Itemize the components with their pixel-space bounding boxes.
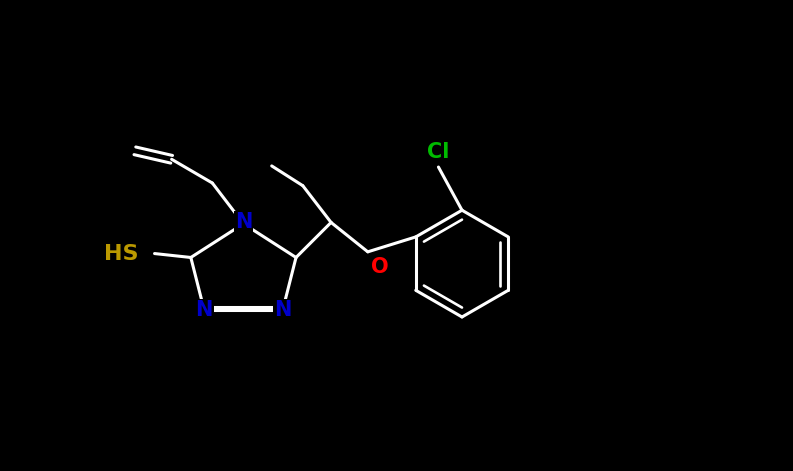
Text: Cl: Cl (427, 142, 450, 162)
Text: HS: HS (105, 244, 139, 264)
Text: N: N (235, 212, 252, 232)
Text: N: N (274, 300, 291, 320)
Text: N: N (196, 300, 213, 320)
Text: O: O (371, 257, 389, 276)
